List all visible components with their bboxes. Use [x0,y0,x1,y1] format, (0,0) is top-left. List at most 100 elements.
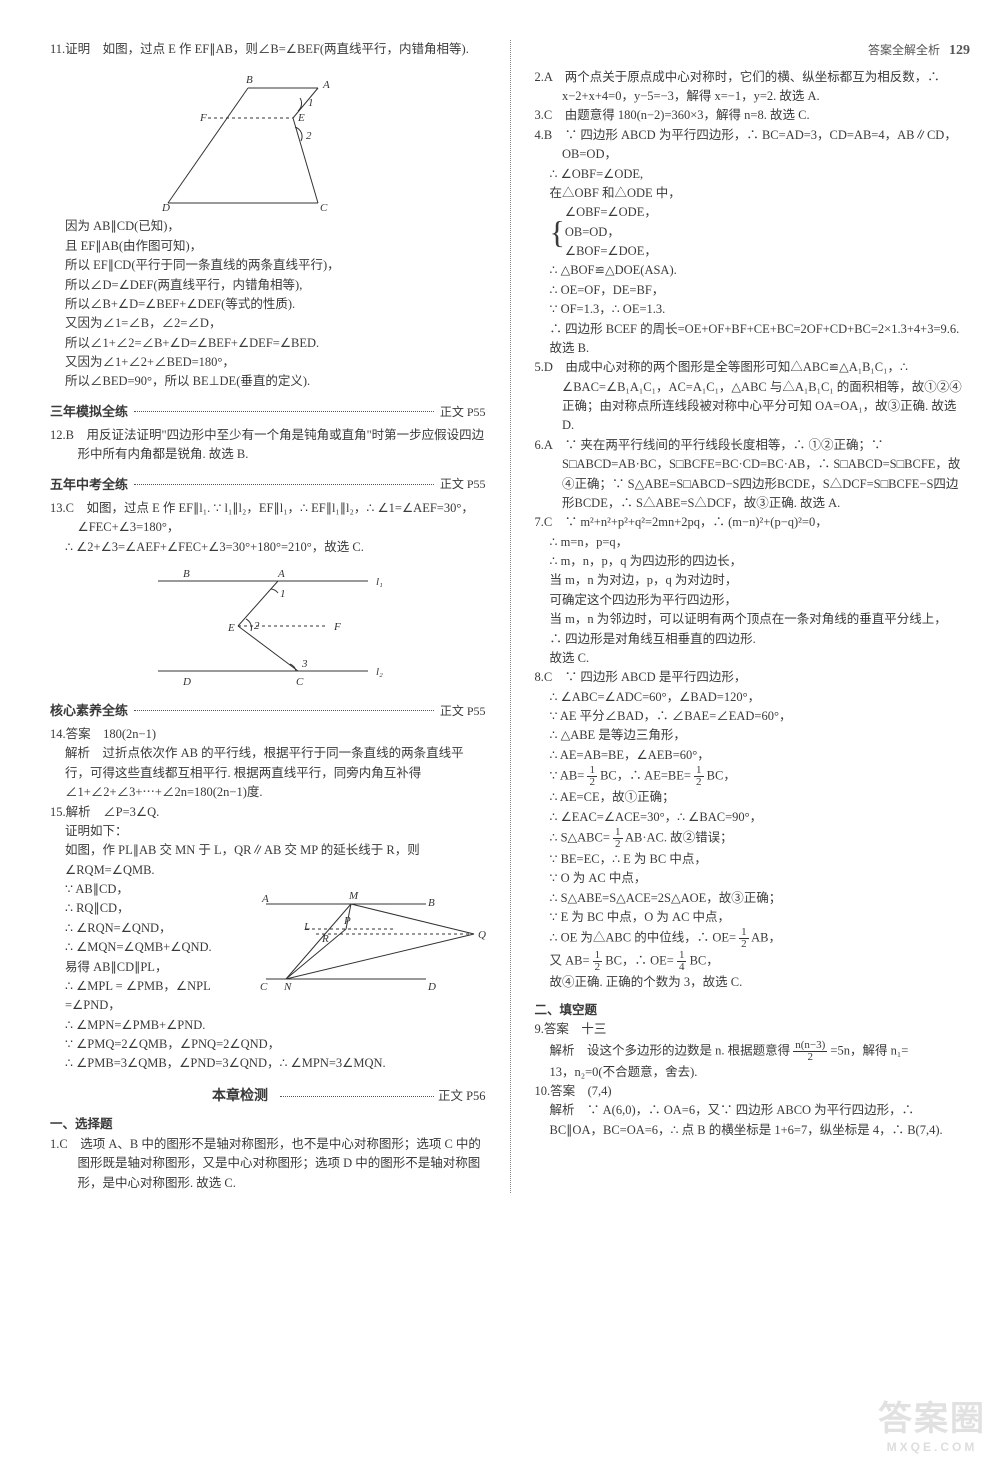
q11-p8: 又因为∠1+∠2+∠BED=180°， [50,353,486,372]
svg-text:D: D [427,981,436,993]
dots-icon [134,411,434,412]
q11-p7: 所以∠1+∠2=∠B+∠D=∠BEF+∠DEF=∠BED. [50,334,486,353]
q8-p9: ∵ BE=EC，∴ E 为 BC 中点， [535,850,971,869]
svg-text:2: 2 [306,130,312,142]
svg-text:Q: Q [478,929,486,941]
watermark-sub: MXQE.COM [878,1440,986,1454]
chapter-title: 本章检测 [212,1086,268,1108]
brace-icon: { [550,223,565,242]
svg-text:N: N [283,981,292,993]
q11-head: 11.证明 如图，过点 E 作 EF∥AB，则∠B=∠BEF(两直线平行，内错角… [50,40,486,59]
column-divider [510,40,511,1193]
q4-sys2: OB=OD， [565,223,657,242]
svg-text:M: M [348,890,359,902]
sec-model-ref: 正文 P55 [440,403,486,422]
q7-p5: 当 m，n 为邻边时，可以证明有两个顶点在一条对角线的垂直平分线上， [535,610,971,629]
q11-p9: 所以∠BED=90°，所以 BE⊥DE(垂直的定义). [50,372,486,391]
frac-half: 12 [739,927,749,950]
svg-text:R: R [321,933,329,945]
q7-p7: 故选 C. [535,649,971,668]
svg-text:E: E [227,622,235,634]
q4-p7: 故选 B. [535,339,971,358]
q10-head: 10.答案 (7,4) [535,1082,971,1101]
sec-core-title: 核心素养全练 [50,701,128,721]
q7-p3: 当 m，n 为对边，p，q 为对边时， [535,571,971,590]
q8-p4: ∴ AE=AB=BE，∠AEB=60°， [535,746,971,765]
q13-head: 13.C 如图，过点 E 作 EF∥l₁. ∵ l₁∥l₂，EF∥l₁，∴ EF… [50,499,486,538]
q1: 1.C 选项 A、B 中的图形不是轴对称图形，也不是中心对称图形；选项 C 中的… [50,1135,486,1193]
q4-p2: 在△OBF 和△ODE 中， [535,184,971,203]
q8-p1: ∴ ∠ABC=∠ADC=60°，∠BAD=120°， [535,688,971,707]
q14-head: 14.答案 180(2n−1) [50,725,486,744]
sec-core-ref: 正文 P55 [440,702,486,721]
sec-model-title: 三年模拟全练 [50,402,128,422]
q7-p1: ∴ m=n，p=q， [535,533,971,552]
q12: 12.B 用反证法证明"四边形中至少有一个角是钝角或直角"时第一步应假设四边形中… [50,426,486,465]
q11-p5: 所以∠B+∠D=∠BEF+∠DEF(等式的性质). [50,295,486,314]
svg-text:3: 3 [301,658,308,670]
dots-icon [280,1096,434,1097]
q8-p13: ∴ OE 为△ABC 的中位线，∴ OE= 12 AB， [535,927,971,950]
q8-p3: ∴ △ABE 是等边三角形， [535,726,971,745]
q8-p5: ∵ AB= 12 BC，∴ AE=BE= 12 BC， [535,765,971,788]
q8-head: 8.C ∵ 四边形 ABCD 是平行四边形， [535,668,971,687]
frac-half: 12 [593,950,603,973]
q15-p10: ∵ ∠PMQ=2∠QMB，∠PNQ=2∠QND， [50,1035,486,1054]
svg-text:1: 1 [308,97,314,109]
figure-q15: AMB PL RQ CND [256,884,486,994]
q4-sys3: ∠BOF=∠DOE， [565,242,657,261]
q8-p12: ∵ E 为 BC 中点，O 为 AC 中点， [535,908,971,927]
header-label: 答案全解全析 [868,43,940,57]
sec-exam-title: 五年中考全练 [50,475,128,495]
svg-text:P: P [343,915,351,927]
frac-quarter: 14 [677,950,687,973]
q8-p11: ∴ S△ABE=S△ACE=2S△AOE，故③正确； [535,889,971,908]
chapter-heading: 本章检测 正文 P56 [50,1086,486,1108]
page-root: 11.证明 如图，过点 E 作 EF∥AB，则∠B=∠BEF(两直线平行，内错角… [0,0,1000,1223]
q4-p3: ∴ △BOF≌△DOE(ASA). [535,261,971,280]
q11-p6: 又因为∠1=∠B，∠2=∠D， [50,314,486,333]
svg-text:F: F [333,621,341,633]
figure-q13: BAl₁ EF 123 DCl₂ [128,561,408,691]
sec-exam: 五年中考全练 正文 P55 [50,475,486,495]
page-number: 129 [949,43,970,58]
svg-text:C: C [260,981,268,993]
svg-text:A: A [322,79,330,91]
q15-p11: ∴ ∠PMB=3∠QMB，∠PND=3∠QND，∴ ∠MPN=3∠MQN. [50,1054,486,1073]
q7-head: 7.C ∵ m²+n²+p²+q²=2mn+2pq，∴ (m−n)²+(p−q)… [535,513,971,532]
q15-p2: 如图，作 PL∥AB 交 MN 于 L，QR∥AB 交 MP 的延长线于 R，则 [50,841,486,860]
q13-p1: ∴ ∠2+∠3=∠AEF+∠FEC+∠3=30°+180°=210°，故选 C. [50,538,486,557]
q4-head: 4.B ∵ 四边形 ABCD 为平行四边形，∴ BC=AD=3，CD=AB=4，… [535,126,971,165]
q15-p3: ∠RQM=∠QMB. [50,861,486,880]
frac-half: 12 [587,765,597,788]
figure-q11: BA FE 12 DC [138,63,398,213]
q4-p4: ∴ OE=OF，DE=BF， [535,281,971,300]
q8-p8: ∴ S△ABC= 12 AB·AC. 故②错误； [535,827,971,850]
svg-text:A: A [261,893,269,905]
frac-n: n(n−3)2 [793,1040,827,1063]
q4-system: { ∠OBF=∠ODE， OB=OD， ∠BOF=∠DOE， [535,203,971,261]
q15-p8b: =∠PND， [50,996,486,1015]
q4-p5: ∵ OF=1.3，∴ OE=1.3. [535,300,971,319]
svg-text:l₂: l₂ [376,666,383,678]
q9-exp2: 13，n₂=0(不合题意，舍去). [535,1063,971,1082]
q4-sys1: ∠OBF=∠ODE， [565,203,657,222]
chapter-ref: 正文 P56 [438,1087,486,1106]
sec-exam-ref: 正文 P55 [440,475,486,494]
q11-p3: 所以 EF∥CD(平行于同一条直线的两条直线平行)， [50,256,486,275]
q11-p1: 因为 AB∥CD(已知)， [50,217,486,236]
q8-p2: ∵ AE 平分∠BAD，∴ ∠BAE=∠EAD=60°， [535,707,971,726]
sec-fill: 二、填空题 [535,1001,971,1020]
q9-exp: 解析 设这个多边形的边数是 n. 根据题意得 n(n−3)2 =5n，解得 n₁… [535,1040,971,1063]
watermark: 答案圈 MXQE.COM [878,1391,986,1454]
left-column: 11.证明 如图，过点 E 作 EF∥AB，则∠B=∠BEF(两直线平行，内错角… [50,40,486,1193]
q8-p15: 故④正确. 正确的个数为 3，故选 C. [535,973,971,992]
right-column: 答案全解全析 129 2.A 两个点关于原点成中心对称时，它们的横、纵坐标都互为… [535,40,971,1193]
q8-p6: ∴ AE=CE，故①正确； [535,788,971,807]
watermark-main: 答案圈 [878,1400,986,1438]
q4-p1: ∴ ∠OBF=∠ODE, [535,165,971,184]
svg-text:B: B [246,74,253,86]
sec-core: 核心素养全练 正文 P55 [50,701,486,721]
frac-half: 12 [694,765,704,788]
q3: 3.C 由题意得 180(n−2)=360×3，解得 n=8. 故选 C. [535,106,971,125]
